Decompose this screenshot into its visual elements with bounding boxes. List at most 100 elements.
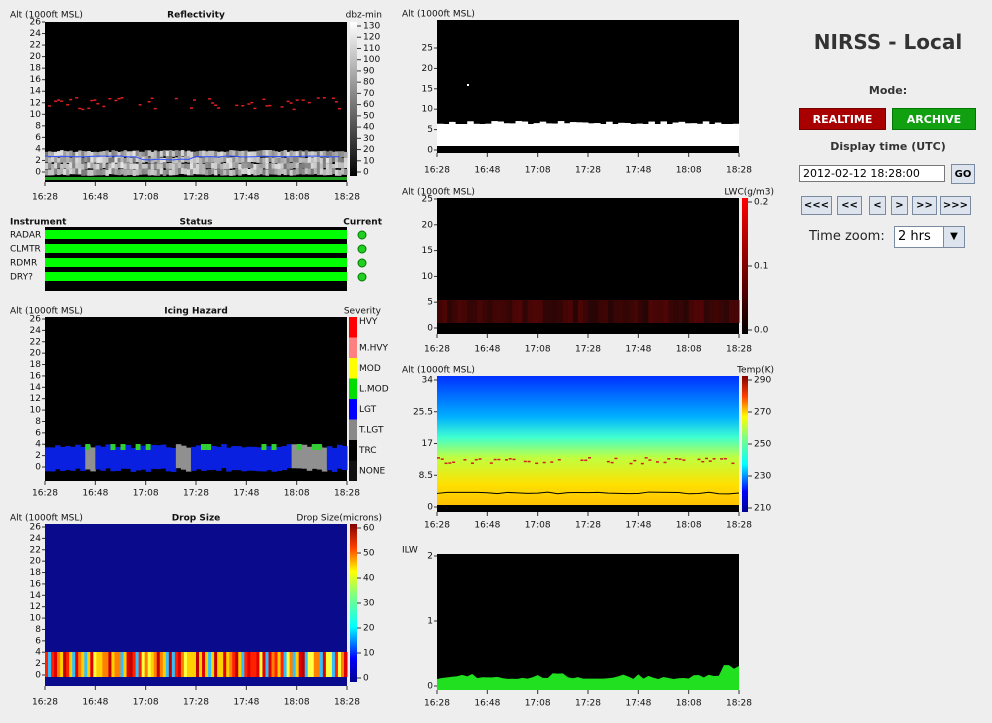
y-tick-label: 2 [35,659,41,669]
scale-tick-label: 90 [363,66,375,76]
echo [63,157,67,164]
echo [322,156,327,163]
freezing-mark [720,458,724,460]
nav-button[interactable]: << [837,196,862,215]
freezing-mark [235,104,239,107]
echo [120,156,125,163]
lwc [522,300,529,323]
hazard [85,444,91,450]
echo [54,151,58,158]
echo [319,168,324,175]
x-tick-label: 17:48 [233,489,259,499]
echo [328,163,333,170]
echo [45,151,49,158]
drop [78,652,82,677]
echo [48,157,52,164]
drop [274,652,279,677]
freezing-mark [48,105,52,107]
echo [156,157,161,164]
y-tick-label: 0 [427,146,433,156]
echo [340,157,345,164]
echo [138,151,143,158]
app-title: NIRSS - Local [813,30,963,54]
echo [63,162,67,169]
drop [301,652,306,677]
echo [235,150,239,157]
x-tick-label: 16:48 [474,166,500,176]
echo [105,163,109,170]
archive-button[interactable]: ARCHIVE [892,108,976,130]
echo [153,169,158,176]
echo [183,168,188,175]
freezing-mark [440,458,444,460]
echo [177,168,182,175]
freezing-mark [633,459,637,462]
x-tick-label: 18:08 [284,698,310,708]
nav-button[interactable]: >>> [940,196,971,215]
plot-area [437,554,739,690]
echo [54,156,58,163]
display-time-input[interactable]: 2012-02-12 18:28:00 [799,165,945,182]
x-tick-label: 17:28 [575,699,601,709]
echo [259,150,263,157]
lwc [502,300,508,323]
drop [180,652,185,677]
drop [69,652,73,677]
hazard [85,445,91,470]
scale-tick-label: 10 [363,156,375,166]
hazard [291,444,298,469]
echo [72,157,76,164]
x-tick-label: 17:08 [525,521,551,531]
echo [226,163,230,170]
echo [286,163,291,170]
scale-tick-label: 0 [363,168,369,178]
nav-button[interactable]: > [891,196,908,215]
x-tick-label: 17:28 [575,521,601,531]
echo [168,150,173,157]
echo [232,169,236,176]
echo [117,157,121,164]
hazard [90,447,96,472]
echo [126,162,131,169]
drop [174,652,179,677]
echo [72,168,76,175]
hazard [190,446,197,471]
freezing-mark [108,97,112,100]
freezing-mark [640,462,644,465]
x-tick-label: 17:28 [575,345,601,355]
time-zoom-select[interactable]: 2 hrs ▼ [894,226,965,248]
echo [310,168,315,175]
echo [144,168,149,175]
hazard [276,446,283,471]
y-tick-label: 34 [422,376,434,386]
scale-segment [349,358,357,379]
echo [328,169,333,176]
hazard [140,445,147,470]
cloud-top [443,124,450,130]
realtime-button[interactable]: REALTIME [799,108,886,130]
echo [168,169,173,176]
y-tick-label: 20 [422,220,434,230]
hazard [70,446,76,471]
echo [159,157,164,164]
echo [132,150,137,157]
echo [84,163,88,170]
cloud-top [588,123,595,129]
nav-button[interactable]: < [869,196,886,215]
freezing-mark [241,104,245,107]
y-tick-label: 14 [30,87,42,97]
go-button[interactable]: GO [951,164,975,184]
echo [295,156,300,163]
nav-button[interactable]: <<< [801,196,832,215]
y-tick-label: 18 [30,360,42,370]
drop [72,652,76,677]
echo [189,157,194,164]
hazard [266,446,272,471]
echo [162,162,167,169]
nav-button[interactable]: >> [912,196,937,215]
echo [141,163,146,170]
echo [66,169,70,176]
echo [126,151,131,158]
freezing-mark [523,460,527,463]
freezing-mark [644,457,648,459]
